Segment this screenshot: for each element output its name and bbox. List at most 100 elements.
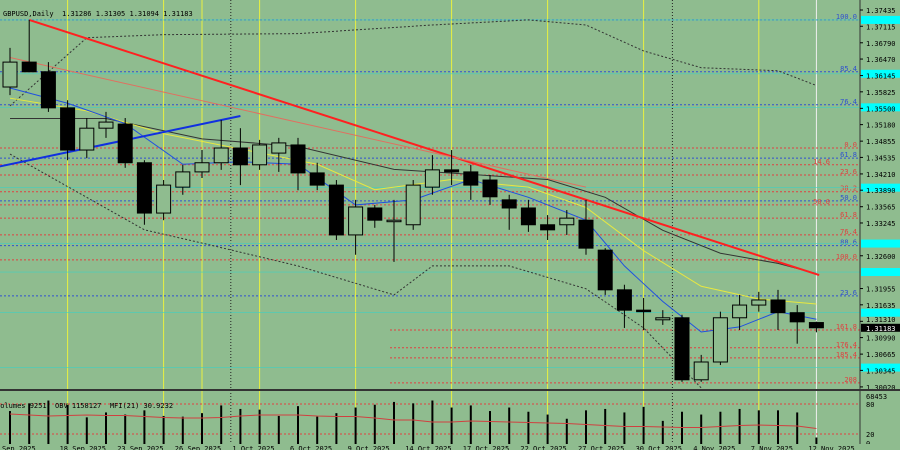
time-axis-label: 22 Oct 2025 [520,445,566,450]
price-tick-label: 1.30020 [866,384,896,392]
candle-bearish [789,312,805,323]
highlight-price-tag [861,69,900,78]
time-axis-label: 17 Oct 2025 [463,445,509,450]
candle-bearish [578,219,594,249]
candle-bearish [808,322,824,329]
bollinger-upper [9,19,817,107]
time-axis-label: 18 Sep 2025 [60,445,106,450]
fib-label-red: 14.6 [813,158,830,166]
price-tick-label: 1.37435 [866,7,896,15]
candle-bullish [424,169,440,188]
time-axis-label: 27 Oct 2025 [578,445,624,450]
candle-bullish [213,147,229,164]
price-tick-label: 1.34855 [866,138,896,146]
subwindow-header: Volumes 9251 OBV 1158127 MFI(21) 30.9232 [0,394,173,410]
current-price-label: 1.31183 [866,325,896,333]
time-axis-label: 23 Sep 2025 [117,445,163,450]
fib-label-red: 76.4 [840,228,857,236]
fib-label-red: 0.0 [844,141,857,149]
time-axis-label: 7 Nov 2025 [751,445,793,450]
candle-bullish [252,144,268,166]
candle-bullish [693,361,709,381]
candle-bearish [444,169,460,173]
close-value: 1.31183 [163,10,193,18]
candle-bearish [290,144,306,174]
fib-label-red: 61.8 [840,211,857,219]
candle-bullish [156,184,172,214]
fib-label-red: 185.4 [836,351,857,359]
high-value: 1.31305 [95,10,126,18]
candle-bearish [463,171,479,186]
price-tick-label: 1.36470 [866,56,896,64]
chart-header: GBPUSD,Daily 1.31286 1.31305 1.31094 1.3… [3,2,193,18]
price-tick-label: 1.33565 [866,204,896,212]
trendline-salmon [9,57,587,188]
highlight-price-tag [861,15,900,24]
candle-bullish [79,127,95,151]
fib-label-red: 161.8 [836,323,857,331]
candle-bearish [136,162,152,214]
candle-bearish [520,207,536,226]
candle-bearish [328,184,344,236]
candle-bearish [40,71,56,109]
candle-bearish [501,199,517,209]
price-tick-label: 1.35180 [866,122,896,130]
candle-bullish [405,184,421,226]
candle-bearish [309,172,325,186]
time-axis-label: 30 Oct 2025 [636,445,682,450]
fib-label-red: 23.6 [840,168,857,176]
time-axis-label: 1 Oct 2025 [232,445,274,450]
volumes-label: Volumes 9251 [0,402,47,410]
candle-bearish [597,249,613,291]
moving-average-slow [10,118,817,275]
price-tick-label: 1.34535 [866,154,896,162]
candle-bearish [117,123,133,164]
low-value: 1.31094 [129,10,159,18]
candle-bullish [194,162,210,173]
highlight-price-tag [861,363,900,372]
candle-bearish [232,147,248,166]
time-axis-label: 6 Oct 2025 [290,445,332,450]
mfi-level-label: 80 [866,401,874,409]
fib-label-blue: 76.4 [840,98,857,106]
time-axis-bg [0,444,900,450]
time-axis-label: 12 Nov 2025 [808,445,854,450]
candle-bullish [271,142,287,154]
price-tick-label: 1.32600 [866,253,896,261]
candle-bullish [98,121,114,129]
fib-label-blue: 50.0 [840,194,857,202]
fib-label-blue: 88.6 [840,239,857,247]
candle-bullish [559,217,575,226]
mfi-level-label: 20 [866,431,874,439]
candle-bullish [2,61,18,88]
candle-bearish [616,289,632,311]
candle-bullish [348,206,364,236]
price-tick-label: 1.33890 [866,187,896,195]
fib-label-red: 208 [844,376,857,384]
price-tick-label: 1.36145 [866,73,896,81]
trendline-red [28,18,820,277]
candle-bearish [60,107,76,151]
fib-label-blue: 100.0 [836,13,857,21]
candle-bearish [636,309,652,313]
mfi-line [9,413,817,429]
price-tick-label: 1.37115 [866,23,896,31]
fib-label-red: 50.0 [813,198,830,206]
fib-label-red: 100.0 [836,253,857,261]
candle-bullish [386,219,402,223]
price-tick-label: 1.31635 [866,302,896,310]
highlight-price-tag [861,183,900,192]
candle-bullish [712,317,728,363]
bollinger-lower [9,153,702,389]
candle-bullish [175,171,191,188]
candle-bullish [751,299,767,306]
obv-label: OBV 1158127 [55,402,102,410]
price-tick-label: 1.36790 [866,40,896,48]
time-axis-label: 14 Oct 2025 [405,445,451,450]
symbol-label: GBPUSD,Daily [3,10,54,18]
price-tick-label: 1.35500 [866,105,896,113]
highlight-price-tag [861,308,900,317]
price-tick-label: 1.30345 [866,367,896,375]
